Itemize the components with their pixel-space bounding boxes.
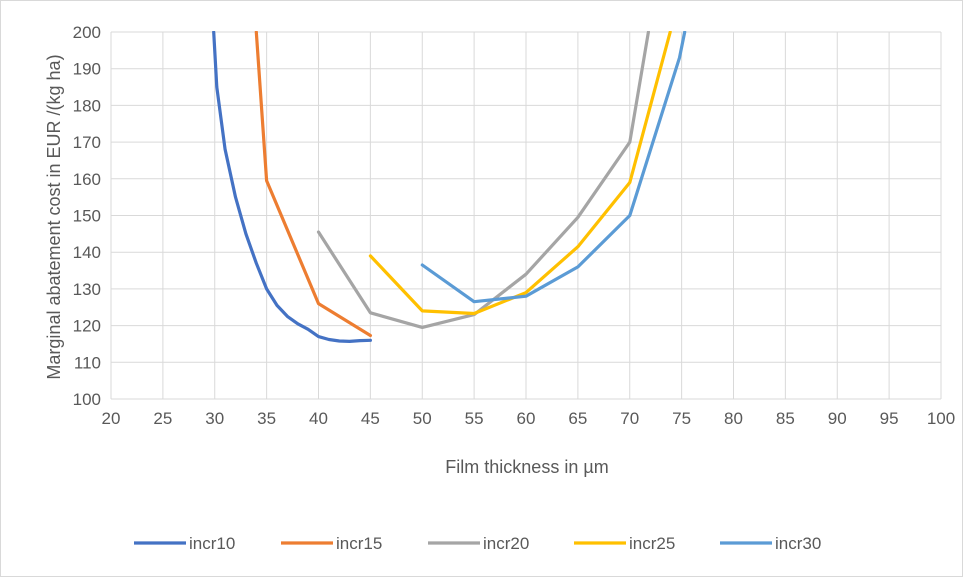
series-line-incr20 [316,31,650,329]
x-tick-label: 50 [413,409,432,428]
y-tick-label: 100 [73,390,101,409]
x-tick-label: 60 [517,409,536,428]
y-tick-label: 180 [73,96,101,115]
tick-labels: 20 25 30 35 40 45 50 55 60 65 70 75 80 85 90 95 100 100 11… [73,23,956,428]
y-axis-title: Marginal abatement cost in EUR /(kg ha) [44,54,64,379]
x-tick-label: 100 [927,409,955,428]
y-tick-label: 110 [74,353,101,372]
series-line-incr10 [212,31,372,343]
series-line-incr25 [368,31,672,316]
gridlines [110,31,942,400]
x-axis-title: Film thickness in µm [445,457,608,477]
legend-label: incr30 [775,534,821,553]
legend-item-incr20: incr20 [428,534,529,553]
y-tick-label: 150 [73,207,101,226]
x-tick-label: 70 [620,409,639,428]
y-tick-label: 170 [73,133,101,152]
series-line-incr15 [254,31,372,338]
x-tick-label: 95 [880,409,899,428]
x-tick-label: 90 [828,409,847,428]
y-tick-label: 200 [73,23,101,42]
x-tick-label: 75 [672,409,691,428]
y-tick-label: 190 [73,60,101,79]
legend-item-incr10: incr10 [134,534,235,553]
legend-label: incr25 [629,534,675,553]
legend-label: incr10 [189,534,235,553]
x-tick-label: 80 [724,409,743,428]
x-tick-label: 20 [102,409,121,428]
legend-label: incr15 [336,534,382,553]
x-tick-label: 35 [257,409,276,428]
legend-item-incr25: incr25 [574,534,675,553]
legend: incr10 incr15 incr20 incr25 incr30 [134,534,821,553]
y-tick-label: 160 [73,170,101,189]
series-line-incr30 [420,31,687,304]
x-tick-label: 45 [361,409,380,428]
legend-item-incr15: incr15 [281,534,382,553]
y-tick-label: 120 [73,317,101,336]
x-tick-label: 25 [153,409,172,428]
x-tick-label: 85 [776,409,795,428]
x-tick-label: 55 [465,409,484,428]
y-tick-label: 140 [73,243,101,262]
x-tick-label: 30 [205,409,224,428]
series-lines [212,31,687,343]
y-tick-label: 130 [73,280,101,299]
x-tick-label: 65 [568,409,587,428]
x-tick-label: 40 [309,409,328,428]
legend-label: incr20 [483,534,529,553]
legend-item-incr30: incr30 [720,534,821,553]
